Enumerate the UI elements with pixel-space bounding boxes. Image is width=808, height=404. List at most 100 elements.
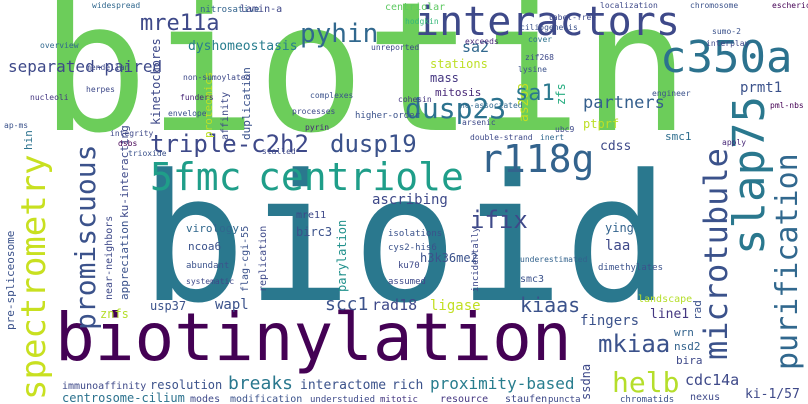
word: cdss xyxy=(600,139,631,154)
word: resolution xyxy=(150,378,222,392)
word: ifix xyxy=(470,206,528,234)
word: centriolar xyxy=(385,2,445,13)
word: abundant xyxy=(186,261,229,271)
word: purification xyxy=(770,153,805,370)
word: pyrin xyxy=(305,123,329,132)
word: pyhin xyxy=(300,19,378,49)
word: kinetochores xyxy=(149,38,163,125)
word: rad xyxy=(691,300,704,320)
word: localization xyxy=(600,1,658,10)
word: laa xyxy=(605,238,630,254)
word: puncta xyxy=(548,395,581,404)
word: modes xyxy=(190,394,220,404)
word: inert xyxy=(540,133,564,142)
word: ligase xyxy=(430,298,481,314)
word: prmt1 xyxy=(740,80,782,96)
word: unreported xyxy=(371,43,419,52)
word: incidentally xyxy=(471,226,481,292)
word: fingers xyxy=(580,313,639,329)
word: ying xyxy=(605,221,634,235)
word: engineer xyxy=(652,89,691,98)
word: lamin-a xyxy=(240,4,282,15)
word: modification xyxy=(230,394,302,404)
word: escherichia xyxy=(772,1,808,10)
word: widespread xyxy=(92,1,140,10)
word: biotinylation xyxy=(55,299,572,376)
word: funders xyxy=(180,93,214,102)
word: ubc9 xyxy=(555,125,574,134)
word: birc3 xyxy=(296,225,332,239)
word: ki-1/57 xyxy=(745,387,800,402)
word: wrn xyxy=(674,326,694,339)
word: smc1 xyxy=(665,130,692,143)
word: sumo-2 xyxy=(712,27,741,36)
word: apply xyxy=(722,138,746,147)
word: biotin xyxy=(40,0,690,173)
word: landscape xyxy=(638,294,692,305)
word: znfs xyxy=(100,307,129,321)
word: resource xyxy=(440,394,488,404)
word: 5fmc xyxy=(150,155,242,199)
word: chromosome xyxy=(690,1,738,10)
word: label-free xyxy=(548,13,596,22)
word: h3k36me2 xyxy=(420,251,478,265)
word: virology xyxy=(186,222,239,235)
word: sa1 xyxy=(515,81,555,106)
word: non-sumoylated xyxy=(183,73,251,82)
word: bira xyxy=(676,354,703,367)
word: cys2-his6 xyxy=(388,243,437,253)
word: complexes xyxy=(310,91,354,100)
word: usp37 xyxy=(150,299,186,313)
word: sa2 xyxy=(462,38,489,56)
word: centriole xyxy=(258,155,464,199)
word: ascribing xyxy=(372,192,448,208)
word: mitosis xyxy=(435,86,481,99)
word: overview xyxy=(40,41,79,50)
word: ku-interacting xyxy=(118,125,131,218)
word: scc1 xyxy=(325,294,368,315)
word: slap75 xyxy=(724,96,775,255)
word: interactors xyxy=(415,0,680,45)
word: dusp19 xyxy=(330,130,417,158)
word: double-strand xyxy=(470,133,533,142)
word: envelope xyxy=(168,109,207,118)
word: nucleoli xyxy=(30,93,69,102)
word: near-neighbors xyxy=(104,216,115,300)
word: rich xyxy=(392,378,423,393)
word: pml-nbs xyxy=(770,101,804,110)
word: line1 xyxy=(650,307,689,322)
word: nsd2 xyxy=(674,340,701,353)
word: c350a xyxy=(660,32,792,83)
word: ap-ms xyxy=(4,121,28,130)
word: mendelian xyxy=(86,63,130,72)
word: separated-paired xyxy=(8,57,162,76)
word: promiscuous xyxy=(69,145,102,330)
word: ssdna xyxy=(579,364,593,400)
word: lysine xyxy=(518,65,547,74)
word: nitrosative xyxy=(200,5,260,15)
word: ptprf xyxy=(583,117,619,131)
word: hodgkin xyxy=(405,17,439,26)
word: proximity-based xyxy=(430,374,575,393)
word: replication xyxy=(258,226,269,292)
word: underestimated xyxy=(520,255,588,264)
word: exceeds xyxy=(465,37,499,46)
word: mre11a xyxy=(140,11,219,36)
word: zfs xyxy=(554,83,568,105)
word: processes xyxy=(292,107,336,116)
word: immunoaffinity xyxy=(62,381,146,392)
word: kiaas xyxy=(520,293,580,317)
word: interplay xyxy=(706,39,750,48)
word: dimethylates xyxy=(598,263,663,273)
word: integrity xyxy=(110,129,154,138)
word: dusp23 xyxy=(405,92,506,125)
word: ciliogenesis xyxy=(520,23,578,32)
word: duplication xyxy=(240,67,253,140)
word: mass xyxy=(430,71,459,85)
word: smc3 xyxy=(520,274,544,285)
word: appreciation xyxy=(118,221,131,300)
word: helb xyxy=(612,366,679,399)
word: chromatids xyxy=(620,395,674,404)
